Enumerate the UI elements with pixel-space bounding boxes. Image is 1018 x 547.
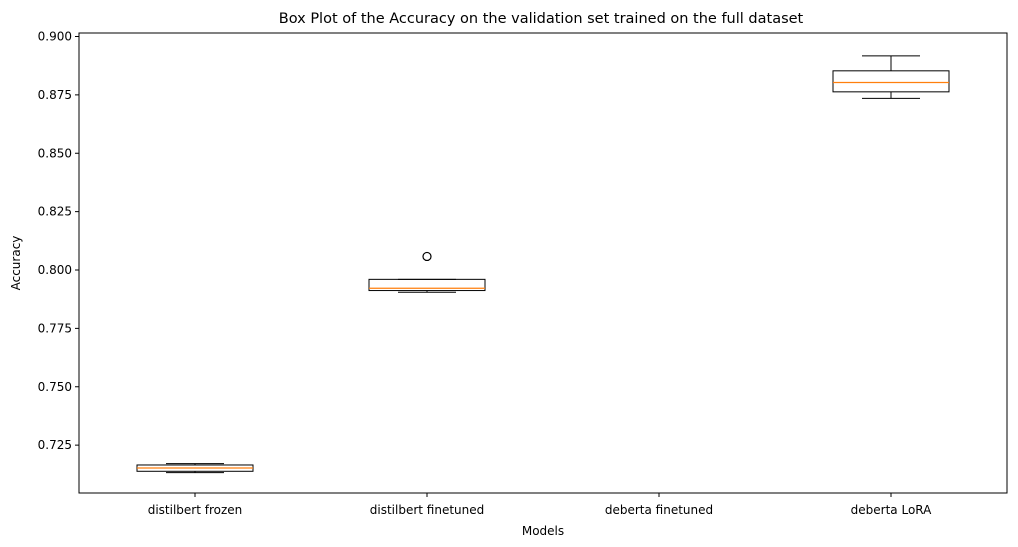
x-tick-label: distilbert finetuned <box>370 503 485 517</box>
y-tick-label: 0.875 <box>38 88 72 102</box>
box-iqr <box>832 70 950 93</box>
chart-title: Box Plot of the Accuracy on the validati… <box>279 11 804 27</box>
x-tick-label: deberta LoRA <box>851 503 932 517</box>
y-tick-label: 0.725 <box>38 438 72 452</box>
y-tick-label: 0.775 <box>38 321 72 335</box>
axes-frame <box>78 32 1008 494</box>
x-tick-label: deberta finetuned <box>605 503 713 517</box>
y-tick-label: 0.850 <box>38 146 72 160</box>
y-tick-label: 0.800 <box>38 263 72 277</box>
box-iqr <box>368 278 486 292</box>
y-tick-label: 0.750 <box>38 380 72 394</box>
x-tick-label: distilbert frozen <box>148 503 243 517</box>
plot-area: 0.725 0.750 0.775 0.800 0.825 0.850 0.875 0.900… <box>38 30 1008 517</box>
y-axis-label: Accuracy <box>9 236 23 291</box>
outlier-point <box>422 251 432 262</box>
x-axis-label: Models <box>522 524 564 538</box>
y-tick-label: 0.825 <box>38 205 72 219</box>
y-tick-label: 0.900 <box>38 30 72 44</box>
